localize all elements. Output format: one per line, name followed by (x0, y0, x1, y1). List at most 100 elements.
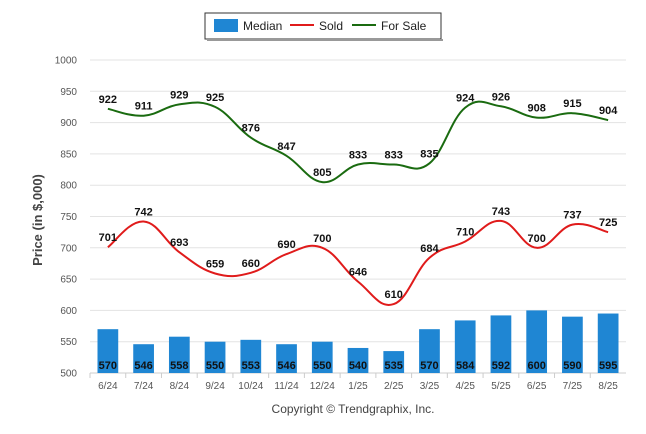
median-bar-label: 570 (420, 360, 438, 372)
median-bars (97, 310, 619, 373)
sold-data-label: 701 (99, 232, 117, 244)
median-bar (454, 320, 476, 373)
x-tick-label: 5/25 (491, 381, 511, 392)
forsale-data-label: 911 (135, 101, 153, 113)
legend[interactable]: Median Sold For Sale (204, 12, 443, 41)
legend-forsale-label: For Sale (381, 19, 427, 33)
x-tick-label: 7/24 (134, 381, 154, 392)
y-tick-label: 750 (60, 212, 77, 223)
sold-data-label: 659 (206, 258, 224, 270)
legend-shadow (207, 39, 443, 41)
y-tick-label: 850 (60, 149, 77, 160)
median-bar-label: 584 (456, 360, 475, 372)
y-tick-label: 500 (60, 369, 77, 380)
median-bar-label: 546 (277, 360, 295, 372)
forsale-data-label: 876 (242, 123, 260, 135)
forsale-data-label: 847 (277, 141, 295, 153)
forsale-data-label: 904 (599, 105, 618, 117)
median-bar (168, 336, 190, 373)
legend-sold-label: Sold (319, 19, 343, 33)
y-tick-label: 600 (60, 306, 77, 317)
sold-data-label: 610 (385, 289, 403, 301)
sold-data-label: 660 (242, 258, 260, 270)
y-axis-label: Price (in $,000) (30, 174, 45, 266)
median-bar (383, 351, 405, 373)
median-bar (240, 339, 262, 373)
forsale-data-label: 805 (313, 167, 331, 179)
median-bar-label: 558 (170, 360, 188, 372)
x-tick-label: 4/25 (455, 381, 475, 392)
x-tick-label: 2/25 (384, 381, 404, 392)
y-tick-label: 550 (60, 337, 77, 348)
x-tick-label: 6/25 (527, 381, 547, 392)
median-bar-label: 595 (599, 360, 617, 372)
median-bar-label: 592 (492, 360, 510, 372)
sold-data-label: 743 (492, 206, 510, 218)
sold-data-label: 693 (170, 237, 188, 249)
y-tick-label: 950 (60, 87, 77, 98)
y-tick-label: 800 (60, 181, 77, 192)
median-bar (276, 344, 297, 373)
forsale-data-label: 926 (492, 91, 510, 103)
sold-data-label: 700 (527, 233, 545, 245)
median-bar-label: 535 (385, 360, 403, 372)
median-bar-label: 600 (527, 360, 545, 372)
median-bar (597, 313, 619, 373)
x-axis: 6/24 7/24 8/24 9/24 10/24 11/24 12/24 1/25 2/25 3… (89, 373, 618, 392)
forsale-data-label: 835 (420, 148, 438, 160)
x-tick-label: 8/25 (598, 381, 618, 392)
median-bar (526, 310, 548, 373)
x-tick-label: 9/24 (205, 381, 225, 392)
forsale-data-label: 924 (456, 93, 475, 105)
median-bar-label: 553 (242, 360, 260, 372)
y-tick-label: 650 (60, 275, 77, 286)
x-tick-label: 10/24 (238, 381, 263, 392)
median-bar-label: 540 (349, 360, 367, 372)
median-bar (97, 329, 119, 373)
copyright: Copyright © Trendgraphix, Inc. (272, 402, 435, 416)
x-tick-label: 1/25 (348, 381, 368, 392)
line-series (107, 100, 609, 306)
forsale-data-label: 833 (349, 150, 367, 162)
median-bar-label: 546 (134, 360, 152, 372)
median-bar (419, 329, 440, 373)
sold-data-label: 646 (349, 267, 367, 279)
median-bar-labels: 570 546 558 550 553 546 550 540 535 570 584 592 600 5… (99, 360, 618, 372)
median-bar (204, 341, 226, 373)
y-tick-label: 700 (60, 243, 77, 254)
forsale-data-label: 833 (385, 150, 403, 162)
median-bar-label: 570 (99, 360, 117, 372)
legend-box (204, 12, 442, 40)
y-tick-label: 1000 (55, 56, 78, 67)
sold-data-label: 742 (134, 207, 152, 219)
x-tick-label: 12/24 (310, 381, 335, 392)
x-tick-label: 3/25 (420, 381, 440, 392)
forsale-data-label: 922 (99, 94, 117, 106)
y-tick-label: 900 (60, 118, 77, 129)
median-bar (562, 316, 583, 373)
legend-median-swatch (214, 19, 238, 32)
median-bar-label: 550 (206, 360, 224, 372)
x-tick-label: 6/24 (98, 381, 118, 392)
sold-data-label: 710 (456, 227, 474, 239)
x-tick-label: 11/24 (274, 381, 299, 392)
sold-line (107, 219, 609, 306)
x-tick-label: 8/24 (170, 381, 190, 392)
y-axis: 500 550 600 650 700 750 800 850 900 950 1000 (55, 56, 78, 380)
forsale-data-label: 908 (527, 103, 545, 115)
forsale-line (107, 100, 609, 184)
forsale-data-label: 929 (170, 89, 188, 101)
forsale-data-label: 925 (206, 92, 224, 104)
x-tick-label: 7/25 (563, 381, 583, 392)
median-bar-label: 590 (563, 360, 581, 372)
median-bar (347, 347, 369, 373)
median-bar (311, 341, 333, 373)
median-bar-label: 550 (313, 360, 331, 372)
legend-median-label: Median (243, 19, 282, 33)
sold-data-label: 690 (277, 239, 295, 251)
sold-data-label: 700 (313, 233, 331, 245)
line-data-labels: 701 742 693 659 660 690 700 646 610 684 710 743 700 7… (99, 89, 619, 301)
sold-data-label: 737 (563, 210, 581, 222)
forsale-data-label: 915 (563, 98, 581, 110)
